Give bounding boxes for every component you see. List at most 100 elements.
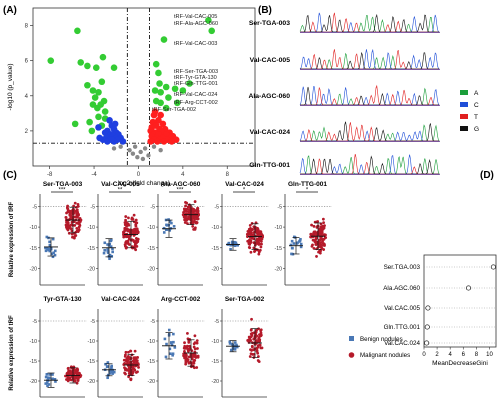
subplot-title: Val-CAC-024 <box>101 296 140 303</box>
data-point-malignant <box>186 347 189 351</box>
data-point-malignant <box>76 212 80 216</box>
data-point-benign <box>163 337 167 341</box>
significance-stars: *** <box>58 188 66 194</box>
data-point-malignant <box>127 235 131 239</box>
data-point-malignant <box>72 367 76 371</box>
data-point-malignant <box>136 237 140 241</box>
significance-stars: * <box>243 188 246 194</box>
subplot-y-tick-label: -5 <box>277 204 282 210</box>
data-point-malignant <box>127 243 131 246</box>
data-point-malignant <box>127 375 131 379</box>
data-point-malignant <box>132 245 136 249</box>
data-point-malignant <box>64 216 68 219</box>
data-point-malignant <box>315 240 318 244</box>
data-point-benign <box>109 239 112 243</box>
data-point-malignant <box>321 224 325 228</box>
volcano-annotation: tRF-Ser-TGA-003 <box>174 69 218 75</box>
data-point-benign <box>229 243 233 247</box>
data-point-malignant <box>260 237 264 241</box>
gini-point <box>424 324 430 330</box>
data-point-benign <box>54 380 57 383</box>
volcano-point-sig <box>99 53 107 61</box>
data-point-benign <box>47 383 51 386</box>
data-point-benign <box>103 248 106 252</box>
volcano-point-sig <box>88 127 96 135</box>
volcano-point-ns <box>142 146 148 151</box>
data-point-benign <box>289 243 293 247</box>
data-point-malignant <box>195 339 199 343</box>
volcano-point-sig <box>89 87 97 94</box>
subplot-y-tick-label: -10 <box>30 339 38 345</box>
subplot-y-tick-label: -15 <box>212 246 220 252</box>
data-point-malignant <box>76 379 80 383</box>
data-point-malignant <box>66 207 70 211</box>
volcano-annotation: tRF-Gln-TTG-001 <box>174 81 218 87</box>
data-point-malignant <box>183 350 186 353</box>
data-point-benign <box>236 243 239 247</box>
data-point-malignant <box>124 215 128 218</box>
data-point-malignant <box>324 233 327 237</box>
data-point-malignant <box>124 218 127 222</box>
data-point-benign <box>168 347 172 351</box>
legend-label-benign: Benign nodules <box>360 336 403 343</box>
panel-c: Ser-TGA-003-20-15-10-5***Val-CAC-005-20-… <box>9 181 410 398</box>
volcano-point-up <box>159 120 167 128</box>
data-point-benign <box>227 241 231 245</box>
chromatogram-trace <box>300 84 440 106</box>
subplot-y-label: Relative expression of tRF <box>9 315 15 391</box>
data-point-malignant <box>187 361 191 365</box>
subplot-title: Val-CAC-024 <box>225 181 264 188</box>
data-point-benign <box>106 361 110 364</box>
data-point-malignant <box>129 349 132 353</box>
data-point-malignant <box>309 232 313 236</box>
subplot-y-tick-label: -5 <box>150 319 155 325</box>
data-point-malignant <box>133 349 137 353</box>
data-point-malignant <box>310 223 313 227</box>
volcano-point-up <box>155 117 162 124</box>
data-point-benign <box>111 247 114 251</box>
data-point-benign <box>165 223 168 227</box>
volcano-annotation: tRF-Tyr-GTA-130 <box>174 75 217 81</box>
volcano-point-down <box>119 138 127 145</box>
subplot-y-tick-label: -15 <box>212 359 220 365</box>
data-point-malignant <box>257 250 261 254</box>
data-point-malignant <box>131 370 135 374</box>
data-point-malignant <box>313 230 317 234</box>
data-point-malignant <box>257 327 261 331</box>
data-point-malignant <box>250 331 254 335</box>
data-point-benign <box>168 220 172 223</box>
data-point-benign <box>103 241 107 245</box>
data-point-malignant <box>250 317 253 321</box>
data-point-malignant <box>251 227 254 231</box>
data-point-malignant <box>136 356 139 359</box>
data-point-benign <box>290 246 294 250</box>
data-point-benign <box>290 239 294 243</box>
volcano-y-label: -log10 (p_value) <box>7 64 14 111</box>
data-point-malignant <box>195 366 199 369</box>
data-point-malignant <box>196 206 200 210</box>
legend-swatch-benign <box>349 336 354 341</box>
data-point-malignant <box>190 357 194 361</box>
volcano-y-tick-label: 2 <box>25 129 29 135</box>
volcano-point-sig <box>174 99 181 107</box>
gini-point <box>424 340 430 346</box>
volcano-point-ns <box>111 146 117 151</box>
data-point-malignant <box>123 221 127 224</box>
subplot-title: Ala-AGC-060 <box>161 181 201 188</box>
data-point-benign <box>48 243 52 247</box>
gini-x-label: MeanDecreaseGini <box>432 360 488 367</box>
data-point-benign <box>47 376 51 380</box>
data-point-malignant <box>130 238 134 242</box>
data-point-malignant <box>68 214 72 217</box>
data-point-malignant <box>77 228 81 232</box>
volcano-point-sig <box>110 64 118 71</box>
data-point-benign <box>108 369 111 373</box>
data-point-benign <box>111 250 114 254</box>
subplot-y-tick-label: -15 <box>30 246 38 252</box>
data-point-malignant <box>192 361 196 365</box>
panel-label-b: (B) <box>258 5 272 16</box>
data-point-benign <box>171 352 175 356</box>
data-point-benign <box>108 242 112 246</box>
volcano-point-sig <box>156 80 163 87</box>
